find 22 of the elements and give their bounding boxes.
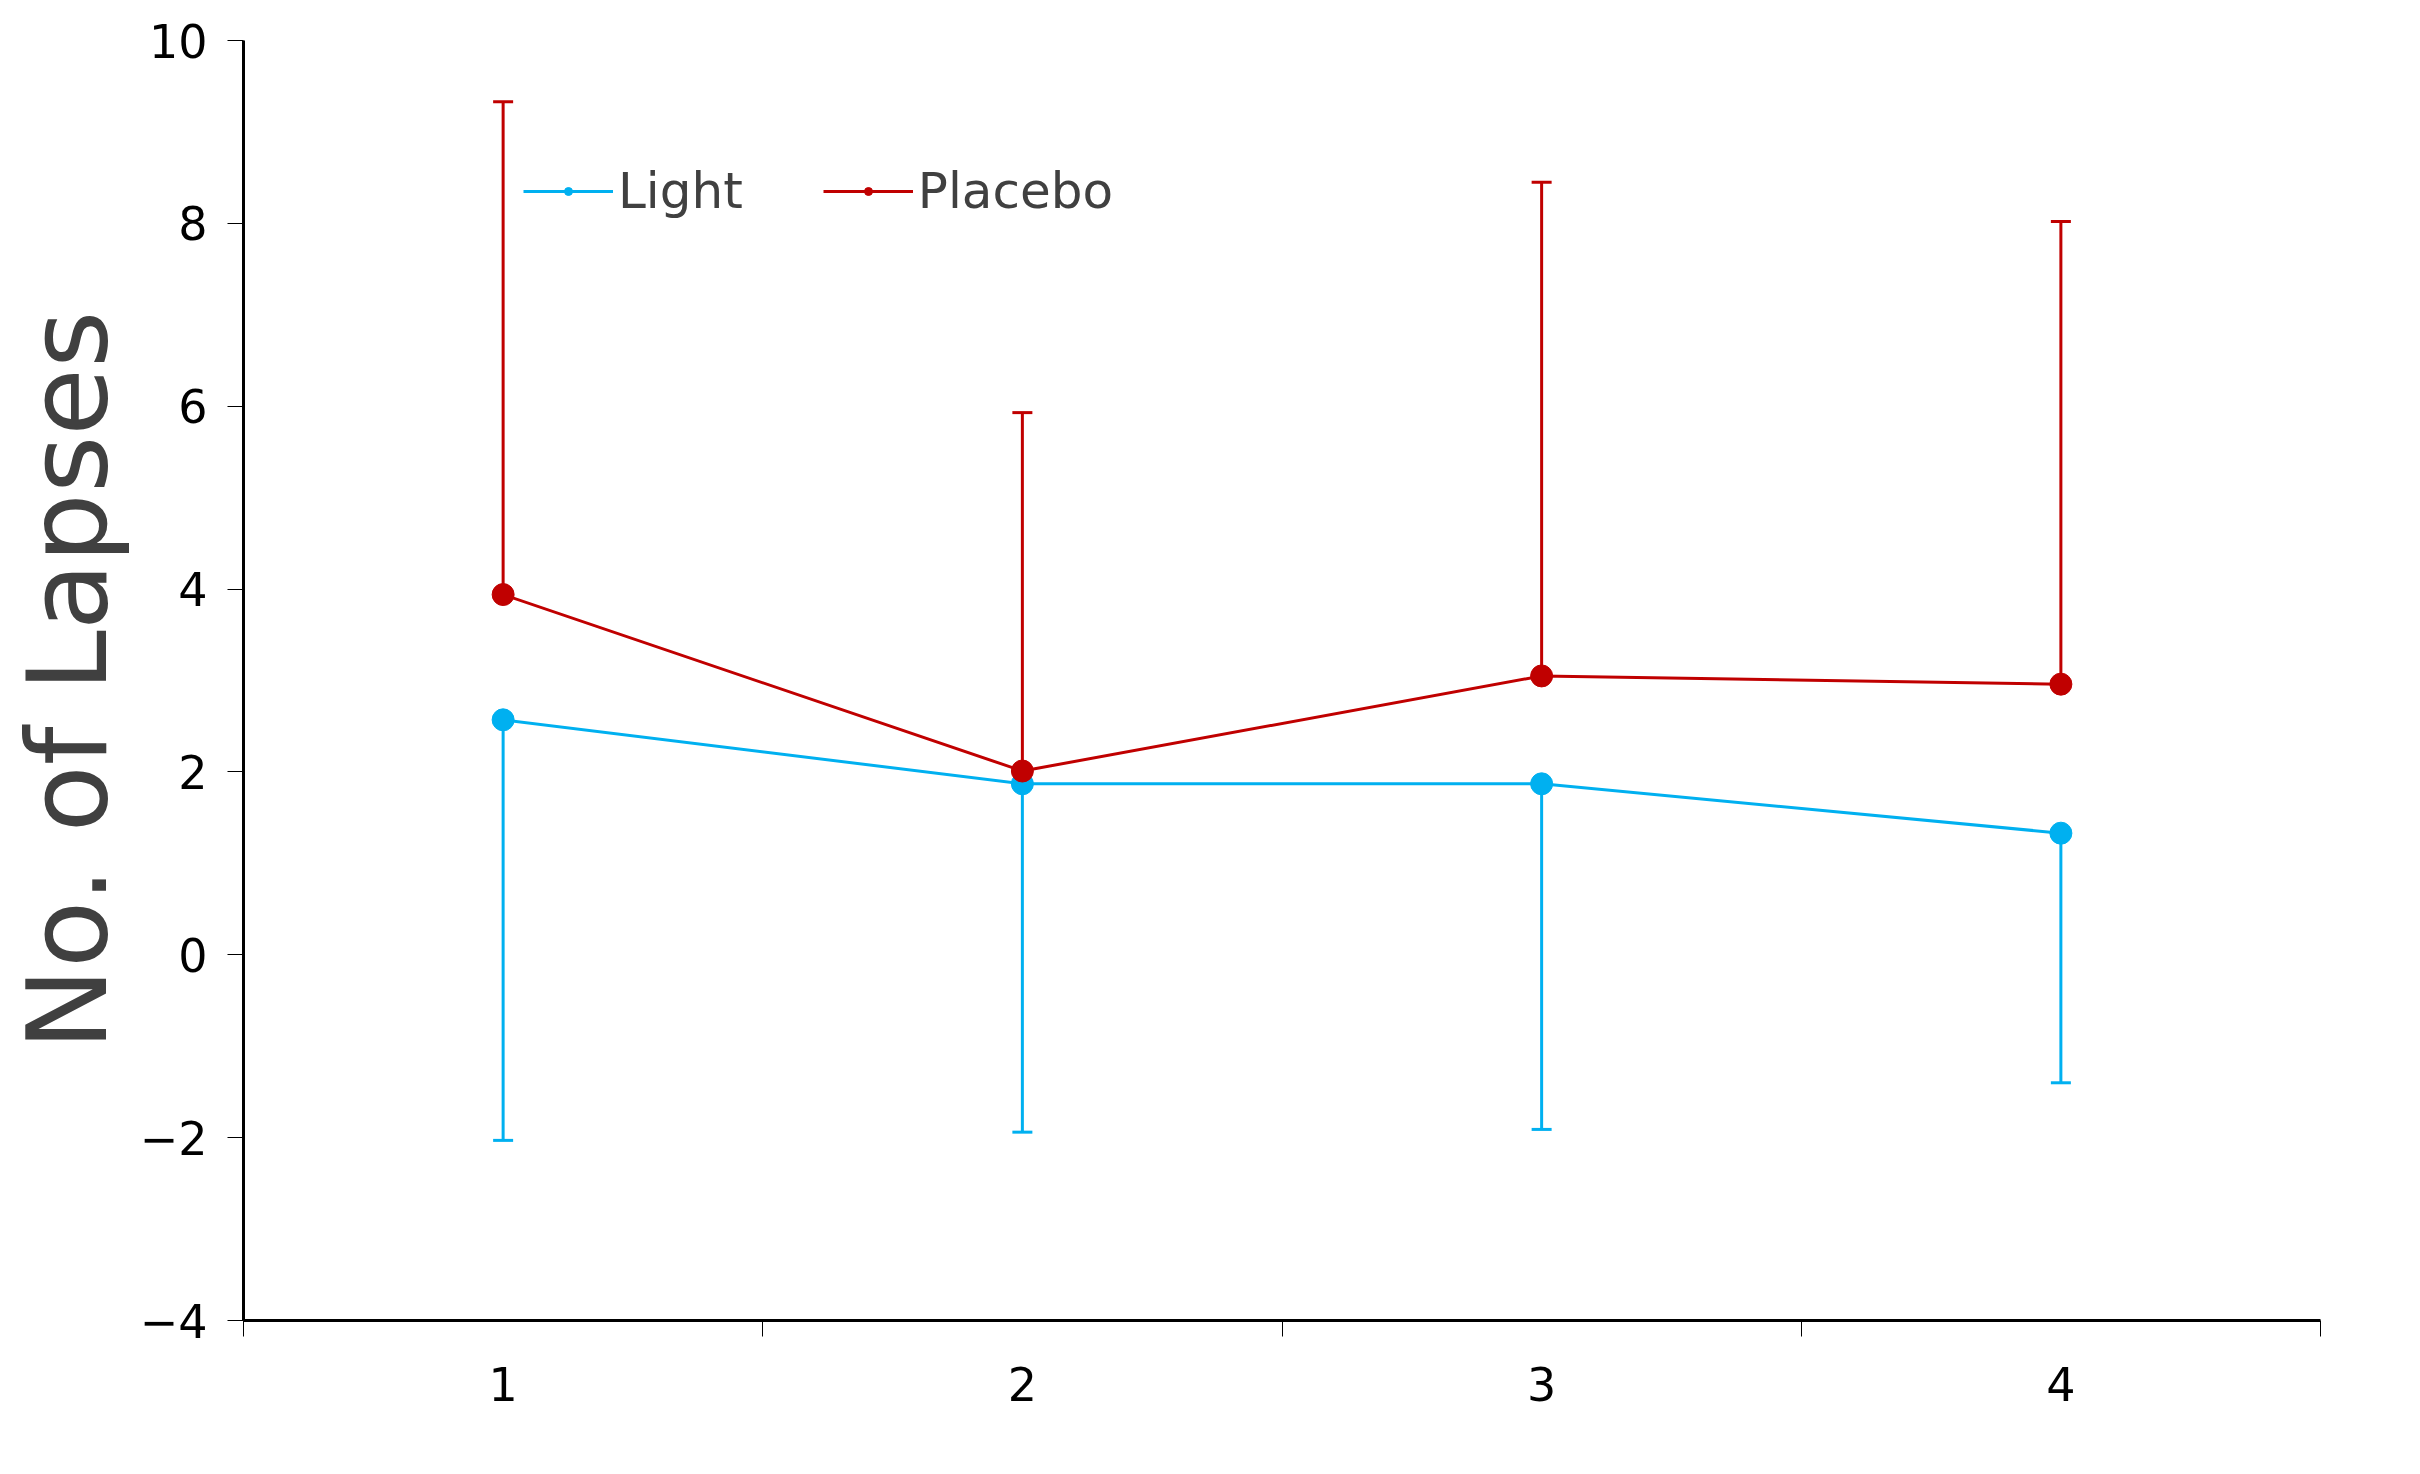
x-tick-label: 4: [2046, 1357, 2076, 1412]
point: [1530, 664, 1554, 688]
point: [491, 708, 515, 732]
x-tick-label: 1: [488, 1357, 518, 1412]
y-tick-label: 0: [178, 928, 208, 983]
y-tick-label: −2: [139, 1111, 208, 1166]
point: [2049, 672, 2073, 696]
y-axis-title: No. of Lapses: [3, 310, 132, 1051]
point: [1530, 772, 1554, 796]
point: [1010, 759, 1034, 783]
y-tick-label: 4: [178, 563, 208, 618]
x-tick-label: 3: [1526, 1357, 1557, 1412]
y-tick-label: 6: [178, 380, 208, 435]
legend-label: Light: [618, 162, 743, 220]
y-tick-label: 2: [178, 745, 208, 800]
y-tick-label: 10: [148, 14, 208, 69]
legend-label: Placebo: [917, 162, 1114, 220]
y-tick-label: 8: [178, 197, 208, 252]
y-tick-label: −4: [139, 1294, 208, 1349]
x-tick-label: 2: [1007, 1357, 1038, 1412]
point: [2049, 821, 2073, 845]
point: [491, 583, 515, 607]
